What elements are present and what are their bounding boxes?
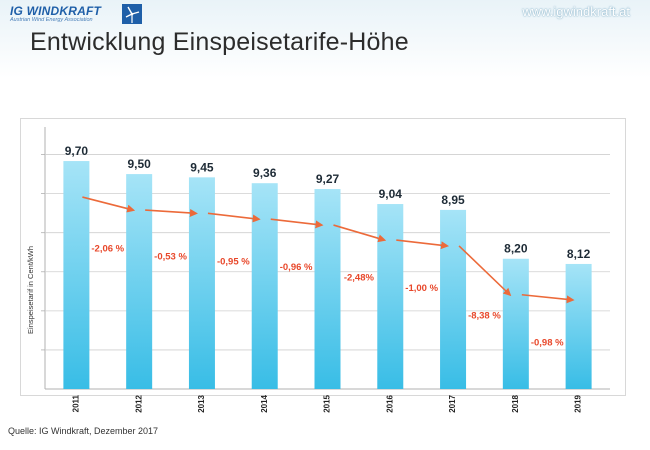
- x-tick-label-2016: 2016: [385, 394, 394, 412]
- change-label: -0,95 %: [217, 256, 250, 267]
- trend-arrow: [458, 245, 512, 297]
- trend-arrow: [521, 293, 575, 304]
- bar-2015: [314, 189, 341, 389]
- value-label-2012: 9,50: [127, 157, 151, 171]
- change-label: -1,00 %: [405, 283, 438, 294]
- x-tick-label-2011: 2011: [71, 394, 80, 412]
- trend-arrow: [396, 239, 450, 250]
- change-label: -2,06 %: [91, 244, 124, 255]
- change-label: -2,48%: [344, 273, 375, 284]
- bar-2017: [440, 209, 467, 389]
- ig-windkraft-logo: IG WINDKRAFT Austrian Wind Energy Associ…: [10, 4, 145, 28]
- logo-text: IG WINDKRAFT: [10, 4, 102, 18]
- wind-turbine-logo-icon: [122, 4, 142, 24]
- bar-2019: [565, 263, 592, 389]
- logo-subtext: Austrian Wind Energy Association: [10, 17, 93, 23]
- value-label-2014: 9,36: [253, 166, 277, 180]
- value-label-2013: 9,45: [190, 160, 214, 174]
- change-label: -8,38 %: [468, 310, 501, 321]
- bar-2013: [188, 177, 215, 389]
- value-label-2018: 8,20: [504, 242, 528, 256]
- trend-arrow: [145, 208, 198, 217]
- trend-arrow: [270, 218, 324, 229]
- bar-2012: [126, 174, 153, 389]
- bar-2011: [63, 161, 90, 389]
- value-label-2015: 9,27: [316, 172, 340, 186]
- trend-arrow: [82, 196, 136, 213]
- value-label-2011: 9,70: [65, 144, 89, 158]
- trend-arrow: [333, 224, 387, 243]
- value-label-2017: 8,95: [441, 193, 465, 207]
- bar-2016: [377, 204, 404, 389]
- x-tick-label-2019: 2019: [574, 394, 583, 412]
- x-tick-label-2018: 2018: [511, 394, 520, 412]
- x-tick-label-2015: 2015: [323, 394, 332, 412]
- change-label: -0,98 %: [531, 337, 564, 348]
- bar-2018: [502, 258, 529, 389]
- website-url: www.igwindkraft.at: [522, 4, 630, 19]
- x-tick-label-2017: 2017: [448, 394, 457, 412]
- value-label-2016: 9,04: [379, 187, 403, 201]
- change-label: -0,96 %: [280, 262, 313, 273]
- trend-arrow: [207, 212, 261, 223]
- value-label-2019: 8,12: [567, 247, 591, 261]
- change-label: -0,53 %: [154, 252, 187, 263]
- header-band: [0, 0, 650, 78]
- x-tick-label-2012: 2012: [134, 394, 143, 412]
- x-tick-label-2014: 2014: [260, 394, 269, 412]
- page-title: Entwicklung Einspeisetarife-Höhe: [30, 28, 409, 56]
- y-axis-label: Einspeisetarif in Cent/kWh: [26, 246, 35, 334]
- source-note: Quelle: IG Windkraft, Dezember 2017: [8, 426, 159, 436]
- x-tick-label-2013: 2013: [197, 394, 206, 412]
- bar-2014: [251, 183, 278, 389]
